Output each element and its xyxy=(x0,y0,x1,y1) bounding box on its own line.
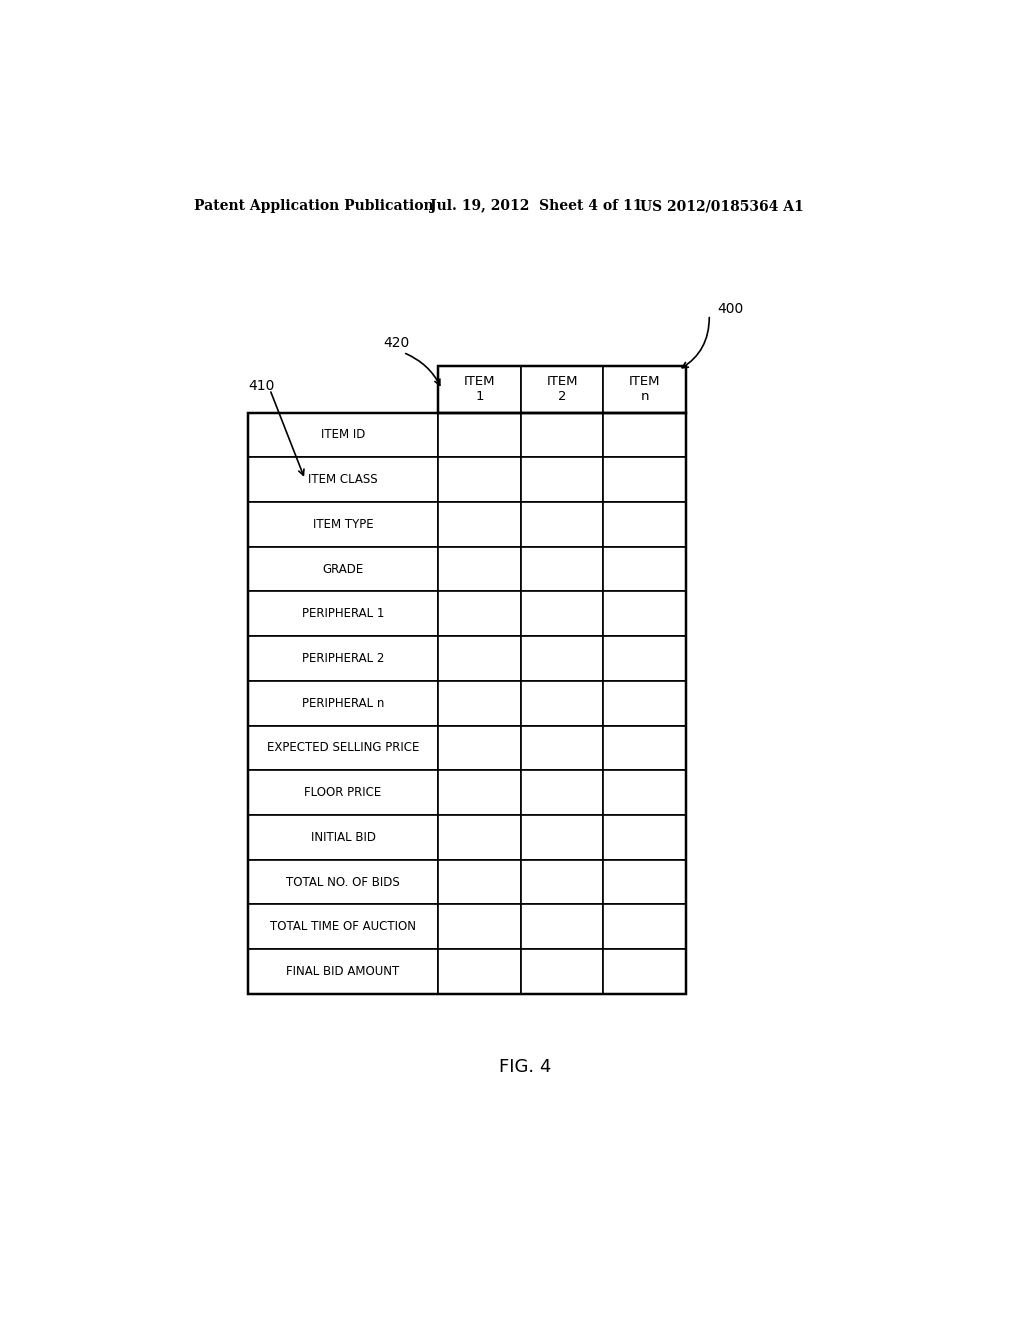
Bar xyxy=(520,859,603,904)
Bar xyxy=(248,591,438,636)
Bar xyxy=(248,546,438,591)
Bar xyxy=(603,949,686,994)
Bar xyxy=(248,636,438,681)
Text: 400: 400 xyxy=(717,301,743,315)
Bar xyxy=(438,681,520,726)
Text: PERIPHERAL n: PERIPHERAL n xyxy=(302,697,384,710)
Text: PERIPHERAL 2: PERIPHERAL 2 xyxy=(302,652,384,665)
Text: ITEM CLASS: ITEM CLASS xyxy=(308,473,378,486)
Bar xyxy=(603,591,686,636)
Bar xyxy=(520,457,603,502)
Bar xyxy=(438,859,520,904)
Bar xyxy=(248,681,438,726)
Text: 420: 420 xyxy=(384,337,410,350)
Bar xyxy=(438,591,520,636)
Text: 410: 410 xyxy=(248,379,274,392)
Text: FLOOR PRICE: FLOOR PRICE xyxy=(304,787,382,799)
Bar xyxy=(520,681,603,726)
Bar xyxy=(438,726,520,771)
Bar xyxy=(520,367,603,413)
Bar xyxy=(248,814,438,859)
Bar xyxy=(520,546,603,591)
Text: EXPECTED SELLING PRICE: EXPECTED SELLING PRICE xyxy=(267,742,419,755)
Text: ITEM
1: ITEM 1 xyxy=(464,375,495,404)
Bar xyxy=(520,949,603,994)
Bar xyxy=(248,771,438,814)
Text: ITEM
2: ITEM 2 xyxy=(546,375,578,404)
Bar xyxy=(603,636,686,681)
Bar xyxy=(438,949,520,994)
Text: PERIPHERAL 1: PERIPHERAL 1 xyxy=(302,607,384,620)
Bar xyxy=(248,457,438,502)
Bar xyxy=(438,367,520,413)
Text: FINAL BID AMOUNT: FINAL BID AMOUNT xyxy=(287,965,399,978)
Bar xyxy=(520,591,603,636)
Bar xyxy=(248,502,438,546)
Bar xyxy=(603,681,686,726)
Text: ITEM ID: ITEM ID xyxy=(321,429,366,441)
Bar xyxy=(603,726,686,771)
Bar xyxy=(603,367,686,413)
Bar xyxy=(248,859,438,904)
Bar xyxy=(520,771,603,814)
Bar xyxy=(603,904,686,949)
Text: GRADE: GRADE xyxy=(323,562,364,576)
Bar xyxy=(603,457,686,502)
Bar xyxy=(438,457,520,502)
Text: ITEM TYPE: ITEM TYPE xyxy=(312,517,374,531)
Bar xyxy=(603,859,686,904)
Bar xyxy=(438,814,520,859)
Bar xyxy=(438,367,686,413)
Text: INITIAL BID: INITIAL BID xyxy=(310,830,376,843)
Text: ITEM
n: ITEM n xyxy=(629,375,660,404)
Bar xyxy=(520,636,603,681)
Bar xyxy=(248,904,438,949)
Bar xyxy=(438,546,520,591)
Bar xyxy=(248,412,686,994)
Bar xyxy=(603,412,686,457)
Bar xyxy=(520,726,603,771)
Text: TOTAL NO. OF BIDS: TOTAL NO. OF BIDS xyxy=(286,875,400,888)
Bar xyxy=(438,904,520,949)
Bar xyxy=(603,814,686,859)
Bar xyxy=(603,502,686,546)
Bar xyxy=(520,904,603,949)
Bar xyxy=(438,636,520,681)
Text: US 2012/0185364 A1: US 2012/0185364 A1 xyxy=(640,199,803,213)
Bar xyxy=(520,814,603,859)
Bar xyxy=(603,546,686,591)
Text: TOTAL TIME OF AUCTION: TOTAL TIME OF AUCTION xyxy=(270,920,416,933)
Bar xyxy=(248,412,438,457)
Bar xyxy=(603,771,686,814)
Bar xyxy=(248,726,438,771)
Bar xyxy=(438,412,520,457)
Text: Patent Application Publication: Patent Application Publication xyxy=(194,199,433,213)
Text: Jul. 19, 2012  Sheet 4 of 11: Jul. 19, 2012 Sheet 4 of 11 xyxy=(430,199,643,213)
Bar xyxy=(248,949,438,994)
Bar xyxy=(438,771,520,814)
Bar xyxy=(520,502,603,546)
Bar xyxy=(438,502,520,546)
Text: FIG. 4: FIG. 4 xyxy=(499,1059,551,1076)
Bar xyxy=(520,412,603,457)
